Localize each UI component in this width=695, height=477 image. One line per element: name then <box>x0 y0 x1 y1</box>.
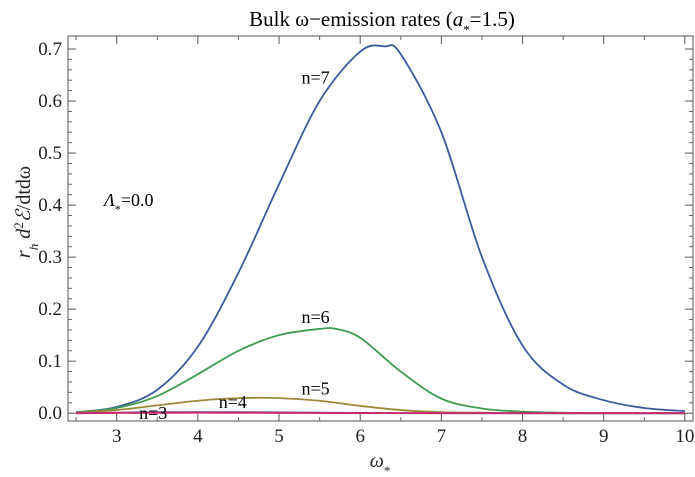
x-axis-label: ω* <box>370 450 391 477</box>
y-tick-label: 0.6 <box>38 91 62 112</box>
x-tick-label: 9 <box>599 426 609 447</box>
y-tick-label: 0.5 <box>38 143 62 164</box>
x-tick-label: 8 <box>518 426 528 447</box>
plot-frame <box>67 35 694 422</box>
series-line-n7 <box>76 44 685 414</box>
y-tick-label: 0.2 <box>38 299 62 320</box>
y-tick-label: 0.4 <box>38 195 62 216</box>
series-label-n5: n=5 <box>301 379 329 399</box>
y-axis-label: rh d2ℰ/dtdω <box>11 166 41 258</box>
series-label-n4: n=4 <box>219 392 247 412</box>
y-tick-label: 0.7 <box>38 39 62 60</box>
x-tick-label: 10 <box>675 426 694 447</box>
y-tick-label: 0.1 <box>38 351 62 372</box>
series-label-n6: n=6 <box>301 307 329 327</box>
series-line-n5 <box>76 396 685 415</box>
x-tick-label: 6 <box>355 426 365 447</box>
y-tick-label: 0.3 <box>38 247 62 268</box>
y-tick-label: 0.0 <box>38 403 62 424</box>
x-tick-label: 4 <box>193 426 203 447</box>
chart-title: Bulk ω−emission rates (a*=1.5) <box>249 7 515 37</box>
series-line-n6 <box>76 327 685 415</box>
series-label-n3: n=3 <box>139 403 167 423</box>
x-tick-label: 3 <box>112 426 122 447</box>
lambda-annotation: Λ*=0.0 <box>102 190 154 216</box>
x-tick-label: 7 <box>437 426 447 447</box>
series-label-n7: n=7 <box>301 68 329 88</box>
x-tick-label: 5 <box>274 426 284 447</box>
